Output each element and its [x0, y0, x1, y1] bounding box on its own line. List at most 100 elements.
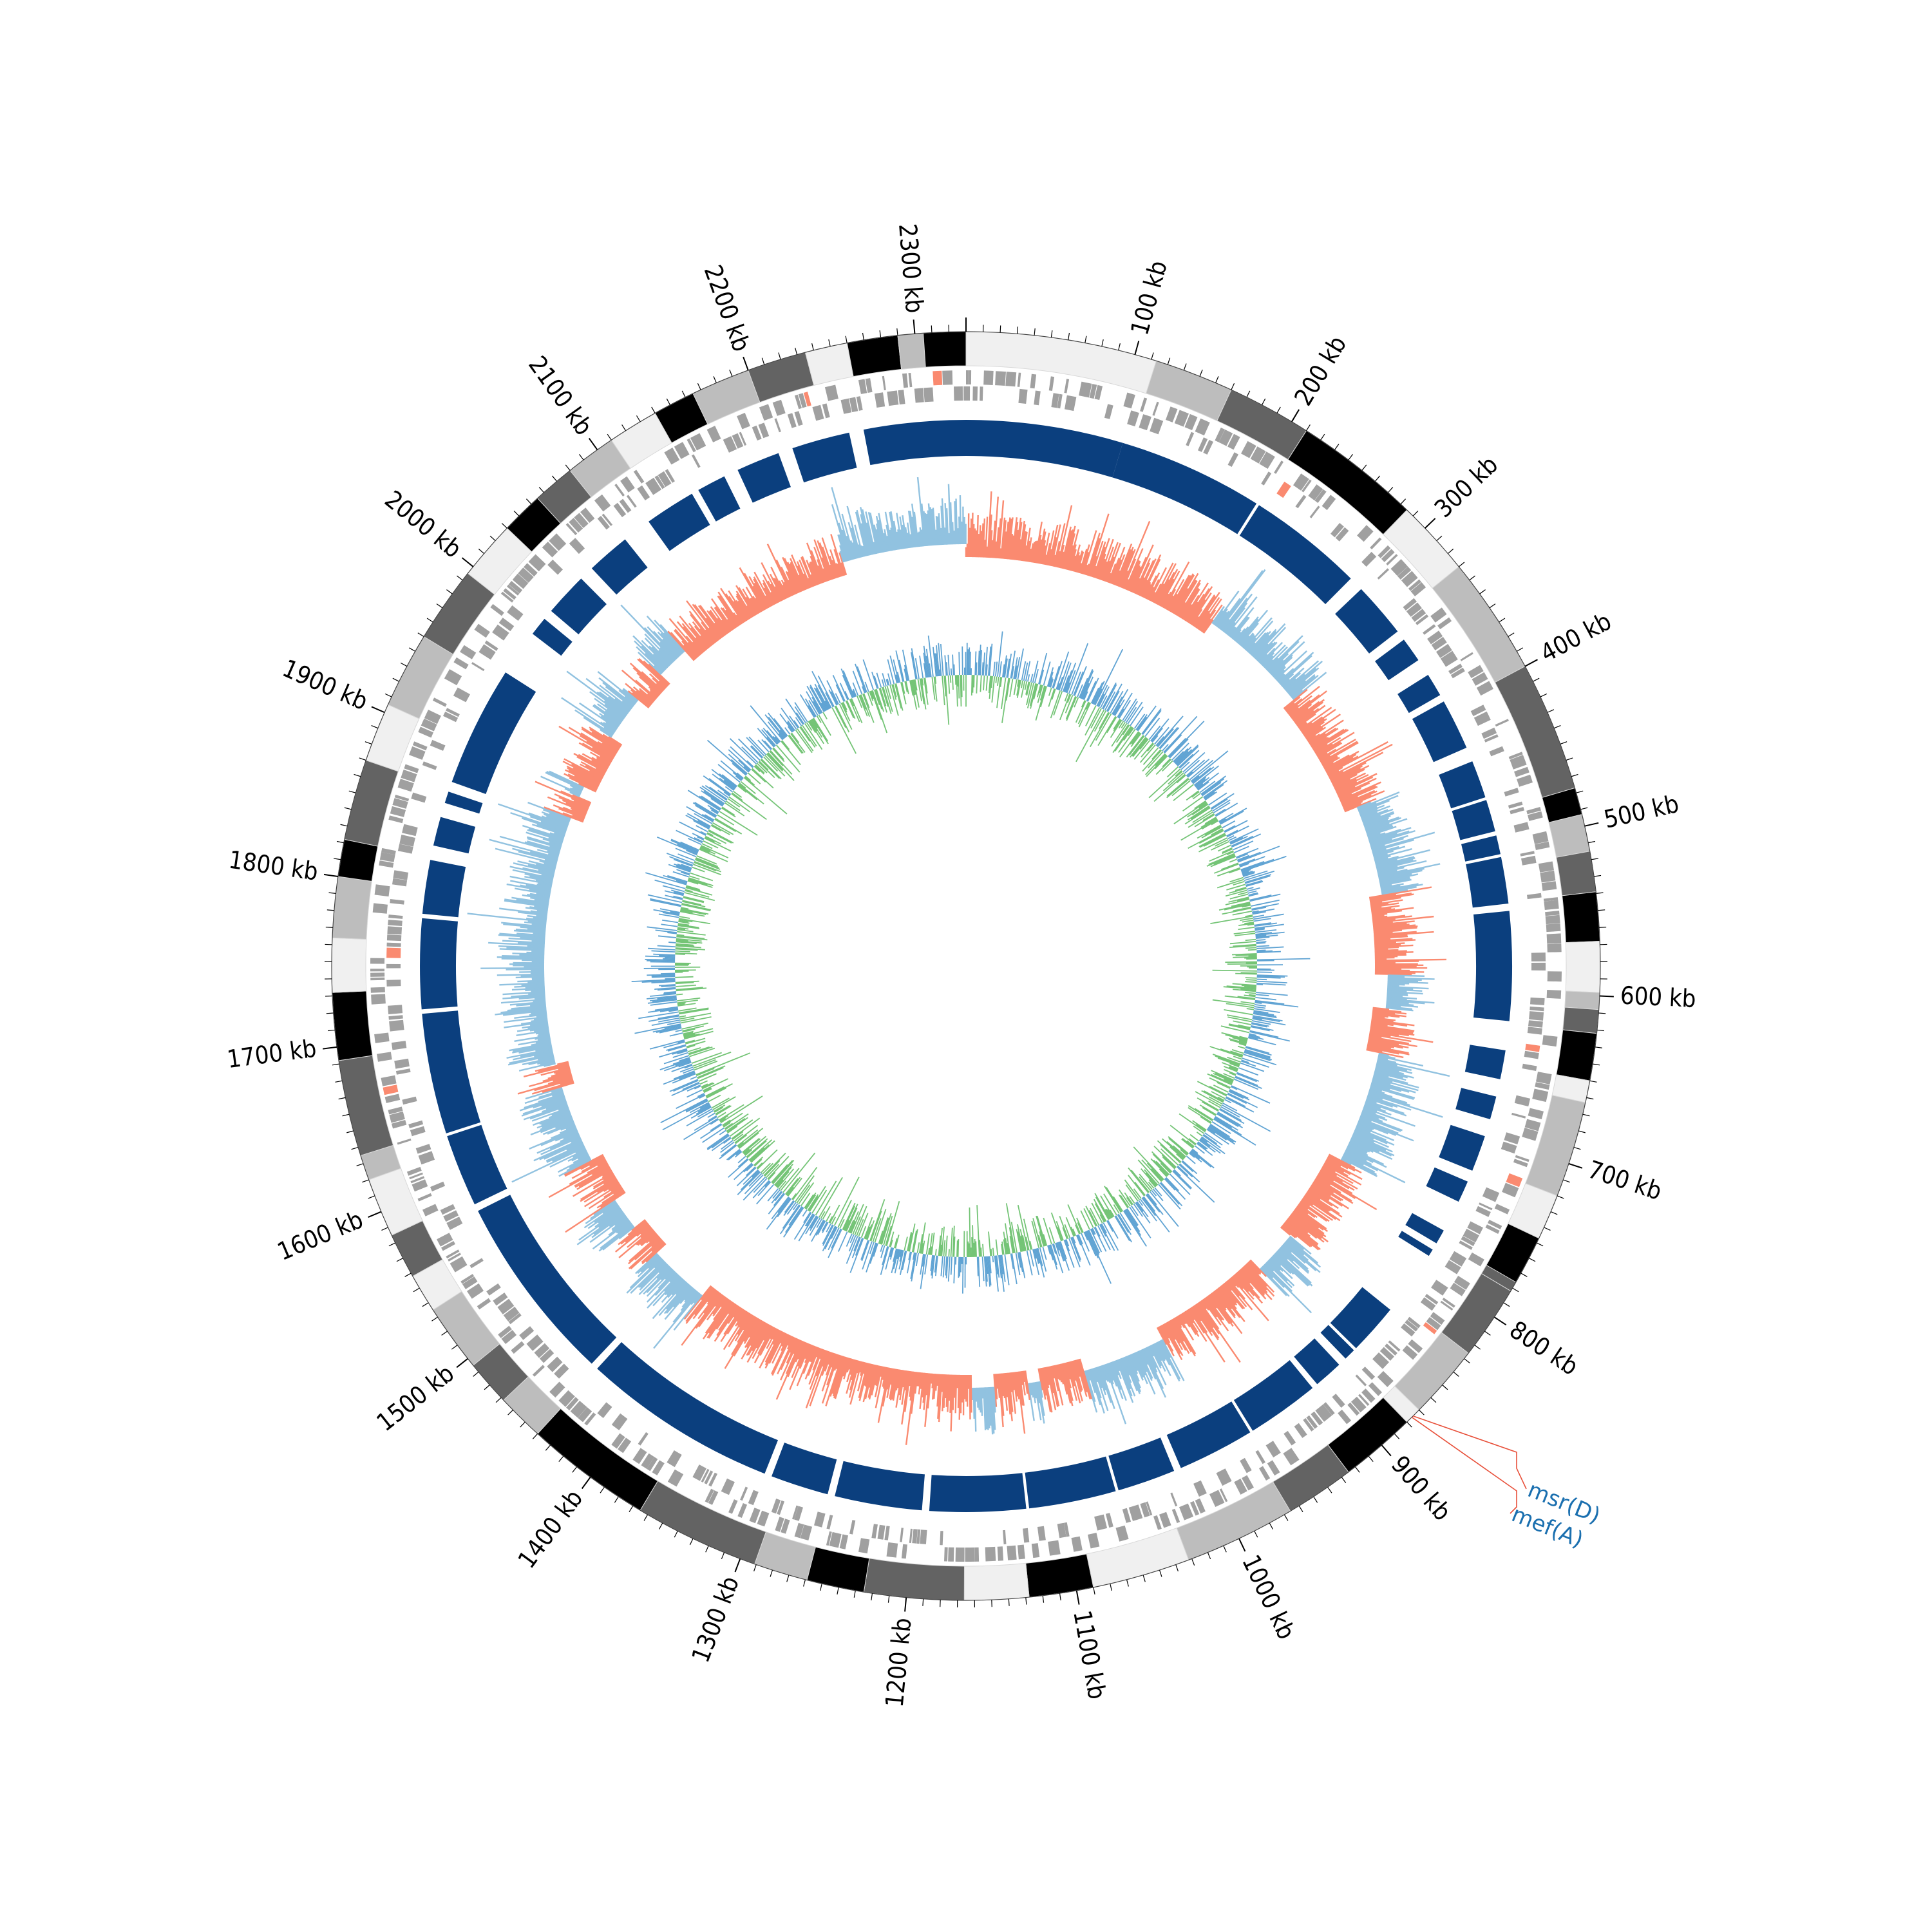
gene-feature	[701, 1468, 710, 1482]
gc-bar-positive	[639, 688, 655, 702]
gene-feature	[532, 1365, 545, 1377]
gene-feature	[877, 1524, 886, 1540]
gc-bar-positive	[668, 618, 701, 656]
skew-bar-positive	[1250, 1026, 1270, 1032]
skew-bar-positive	[1154, 1187, 1162, 1197]
gc-bar-positive	[1169, 574, 1191, 612]
skew-bar-positive	[1079, 668, 1094, 699]
gc-bar-negative	[535, 879, 553, 885]
gc-bar-positive	[602, 734, 622, 747]
gc-bar-negative	[1285, 1240, 1309, 1261]
skew-bar-positive	[1190, 1150, 1212, 1168]
gc-bar-positive	[1372, 1015, 1385, 1019]
gc-bar-positive	[715, 606, 733, 631]
gene-feature	[632, 1448, 647, 1464]
skew-bar-negative	[1113, 1204, 1120, 1214]
gc-bar-negative	[560, 1123, 576, 1131]
gc-bar-negative	[593, 704, 621, 724]
skew-bar-positive	[1094, 688, 1103, 705]
gc-bar-negative	[1381, 883, 1419, 892]
gc-bar-positive	[1164, 589, 1177, 609]
gc-bar-positive	[1157, 569, 1179, 606]
gene-feature	[444, 669, 462, 686]
gc-bar-positive	[1370, 906, 1382, 909]
gc-bar-negative	[531, 823, 565, 836]
gc-bar-positive	[1283, 696, 1301, 710]
gc-bar-negative	[1374, 857, 1388, 862]
gc-bar-positive	[807, 578, 813, 588]
skew-bar-negative	[770, 750, 793, 775]
skew-bar-negative	[1023, 1218, 1032, 1250]
gene-feature	[856, 396, 863, 411]
gc-bar-negative	[541, 1113, 571, 1126]
gc-bar-negative	[855, 511, 867, 556]
gc-bar-positive	[767, 580, 780, 603]
scale-tick-label: 400 kb	[1536, 607, 1616, 667]
gc-bar-positive	[1233, 1274, 1249, 1293]
skew-bar-positive	[953, 1256, 956, 1283]
gc-bar-positive	[1007, 517, 1014, 560]
skew-bar-negative	[1059, 694, 1071, 721]
gc-bar-negative	[558, 1106, 569, 1112]
gc-bar-positive	[787, 1336, 793, 1346]
scale-tick-label: 1100 kb	[1068, 1608, 1112, 1701]
skew-bar-negative	[1194, 814, 1215, 828]
skew-bar-negative	[1005, 677, 1010, 701]
skew-bar-negative	[1094, 1203, 1106, 1222]
gc-bar-positive	[1302, 1197, 1314, 1206]
gc-bar-negative	[547, 853, 559, 858]
gc-bar-positive	[1293, 701, 1320, 722]
skew-bar-positive	[1181, 1160, 1194, 1172]
gc-bar-positive	[882, 1367, 887, 1387]
gc-bar-positive	[568, 726, 616, 757]
skew-bar-negative	[871, 690, 888, 734]
skew-bar-negative	[1001, 1241, 1005, 1255]
gene-feature	[1089, 384, 1097, 399]
gene-feature	[1547, 971, 1562, 982]
gc-bar-positive	[973, 528, 976, 558]
gc-bar-positive	[1319, 739, 1356, 761]
gene-feature	[397, 779, 414, 792]
skew-bar-positive	[772, 735, 779, 744]
minor-tick	[1298, 1505, 1303, 1512]
minor-tick	[1313, 1496, 1318, 1503]
gc-bar-negative	[927, 510, 932, 546]
gc-bar-positive	[591, 731, 620, 750]
gc-bar-negative	[502, 990, 545, 996]
skew-bar-negative	[1217, 878, 1244, 889]
skew-bar-negative	[925, 1233, 930, 1255]
gc-bar-positive	[781, 566, 795, 596]
skew-bar-negative	[721, 807, 736, 818]
skew-bar-positive	[1156, 715, 1184, 747]
minor-tick	[332, 1063, 339, 1066]
gc-bar-positive	[1063, 526, 1076, 569]
gc-bar-negative	[1269, 1258, 1283, 1272]
skew-bar-positive	[806, 1213, 815, 1227]
skew-bar-positive	[1253, 1010, 1269, 1014]
skew-bar-positive	[1077, 1234, 1083, 1245]
skew-bar-positive	[655, 929, 677, 934]
minor-tick	[1573, 1146, 1581, 1150]
skew-bar-positive	[676, 1094, 705, 1110]
gene-feature	[1508, 752, 1523, 760]
minor-tick	[689, 1538, 694, 1546]
gc-bar-negative	[1372, 1078, 1391, 1085]
gc-bar-positive	[891, 1368, 898, 1400]
gc-bar-positive	[789, 564, 803, 592]
gc-bar-positive	[770, 566, 788, 599]
skew-bar-negative	[904, 681, 908, 692]
skew-bar-negative	[1224, 1079, 1233, 1084]
gc-bar-negative	[1028, 1383, 1032, 1396]
gene-feature	[500, 591, 514, 603]
gc-bar-negative	[693, 1293, 702, 1303]
gene-feature	[1361, 1367, 1376, 1380]
gc-bar-negative	[661, 1278, 684, 1303]
minor-tick	[507, 1409, 513, 1416]
gc-bar-negative	[1105, 1363, 1114, 1385]
gene-feature	[1338, 1409, 1352, 1425]
gene-feature	[1423, 624, 1436, 635]
skew-bar-negative	[1064, 1224, 1071, 1238]
skew-bar-positive	[1003, 655, 1007, 677]
gc-bar-positive	[1247, 1262, 1260, 1275]
gc-bar-positive	[1293, 1209, 1320, 1229]
